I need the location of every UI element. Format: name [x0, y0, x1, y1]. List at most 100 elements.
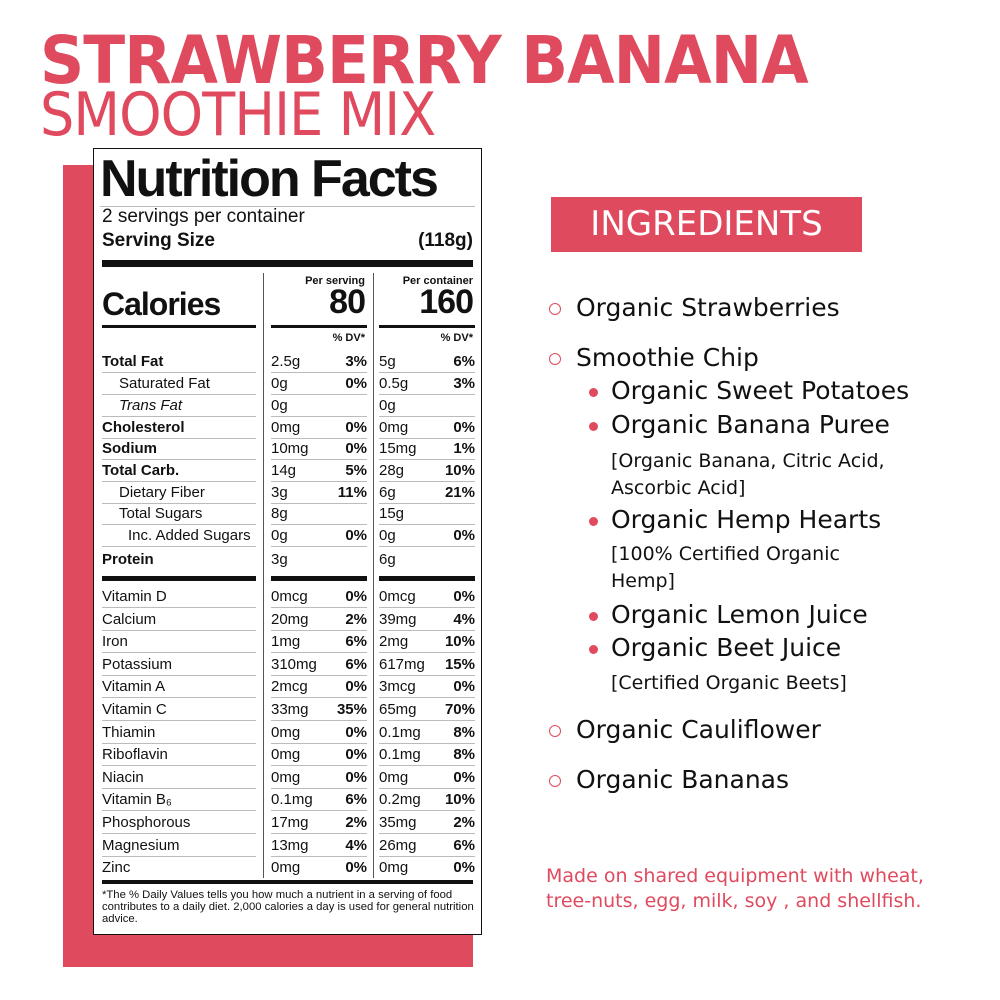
nutrient-name: Sodium [102, 440, 157, 457]
dv-per-serving: 11% [337, 484, 367, 501]
nutrient-row: Vitamin B₆ 0.1mg 6% 0.2mg 10% [94, 789, 483, 811]
dot-bullet-icon [589, 388, 598, 397]
nutrient-name: Total Fat [102, 353, 164, 370]
amount-per-container: 6g [379, 484, 396, 501]
nutrient-name: Saturated Fat [119, 375, 210, 392]
dv-per-serving: 2% [345, 814, 367, 831]
sub-ingredient-item: Organic Hemp Hearts [611, 505, 882, 534]
nutrient-name: Phosphorous [102, 814, 191, 831]
amount-per-container: 65mg [379, 701, 417, 718]
nutrient-row: Iron 1mg 6% 2mg 10% [94, 631, 483, 653]
amount-per-serving: 2.5g [271, 353, 301, 370]
amount-per-serving: 33mg [271, 701, 309, 718]
dv-per-serving: 0% [345, 724, 367, 741]
nutrient-name: Inc. Added Sugars [128, 527, 251, 544]
dv-per-container: 0% [453, 419, 475, 436]
nutrient-row: Calcium 20mg 2% 39mg 4% [94, 609, 483, 631]
amount-per-container: 39mg [379, 611, 417, 628]
nutrient-row: Potassium 310mg 6% 617mg 15% [94, 654, 483, 676]
amount-per-serving: 13mg [271, 837, 309, 854]
ingredient-item: Organic Strawberries [576, 293, 840, 322]
calories-per-serving: 80 [329, 283, 366, 321]
amount-per-container: 5g [379, 353, 396, 370]
ingredients-heading: INGREDIENTS [551, 197, 862, 252]
amount-per-serving: 0g [271, 397, 288, 414]
amount-per-serving: 3g [271, 551, 288, 568]
per-container-header: Per container [402, 275, 473, 287]
nutrient-row: Zinc 0mg 0% 0mg 0% [94, 857, 483, 879]
dv-per-container: 2% [453, 814, 475, 831]
dv-per-serving: 0% [345, 375, 367, 392]
amount-per-serving: 0mg [271, 769, 301, 786]
dot-bullet-icon [589, 612, 598, 621]
amount-per-serving: 17mg [271, 814, 309, 831]
amount-per-serving: 0mg [271, 859, 301, 876]
nutrient-row: Magnesium 13mg 4% 26mg 6% [94, 835, 483, 857]
sub-ingredient-item: Organic Sweet Potatoes [611, 376, 910, 405]
circle-bullet-icon [549, 303, 561, 315]
calories-per-container: 160 [419, 283, 474, 321]
amount-per-serving: 310mg [271, 656, 317, 673]
dv-per-serving: 6% [345, 633, 367, 650]
dv-per-serving: 0% [345, 588, 367, 605]
amount-per-container: 0mg [379, 859, 409, 876]
dv-per-serving: 4% [345, 837, 367, 854]
dv-per-serving: 0% [345, 440, 367, 457]
amount-per-container: 26mg [379, 837, 417, 854]
dv-per-serving: 0% [345, 678, 367, 695]
nutrient-name: Thiamin [102, 724, 156, 741]
dv-per-container: 6% [453, 353, 475, 370]
nutrient-name: Zinc [102, 859, 131, 876]
sub-ingredient-item: Organic Banana Puree [611, 410, 890, 439]
nutrient-row: Cholesterol 0mg 0% 0mg 0% [94, 417, 483, 439]
product-subtitle: SMOOTHIE MIX [40, 80, 436, 150]
nutrition-facts-heading: Nutrition Facts [100, 150, 439, 208]
amount-per-container: 0mg [379, 419, 409, 436]
dv-per-container: 6% [453, 837, 475, 854]
nutrient-name: Vitamin C [102, 701, 167, 718]
amount-per-container: 15g [379, 505, 405, 522]
dot-bullet-icon [589, 645, 598, 654]
amount-per-serving: 0mg [271, 746, 301, 763]
serving-size-value: (118g) [418, 230, 473, 251]
amount-per-container: 2mg [379, 633, 409, 650]
nutrient-name: Total Sugars [119, 505, 203, 522]
nutrient-row: Vitamin D 0mcg 0% 0mcg 0% [94, 586, 483, 608]
amount-per-serving: 1mg [271, 633, 301, 650]
amount-per-container: 6g [379, 551, 396, 568]
dv-per-serving: 0% [345, 746, 367, 763]
dv-per-serving: 3% [345, 353, 367, 370]
amount-per-serving: 0g [271, 527, 288, 544]
nutrient-name: Magnesium [102, 837, 180, 854]
dv-per-container: 0% [453, 769, 475, 786]
amount-per-container: 0.5g [379, 375, 409, 392]
amount-per-serving: 8g [271, 505, 288, 522]
amount-per-container: 35mg [379, 814, 417, 831]
nutrition-facts-label: Nutrition Facts 2 servings per container… [93, 148, 482, 935]
amount-per-serving: 0mg [271, 724, 301, 741]
dv-per-container: 0% [453, 678, 475, 695]
dv-per-serving: 0% [345, 419, 367, 436]
nutrient-name: Vitamin B₆ [102, 791, 172, 808]
ingredient-item: Smoothie Chip [576, 343, 759, 372]
nutrient-row: Total Carb. 14g 5% 28g 10% [94, 460, 483, 482]
amount-per-container: 0.1mg [379, 746, 421, 763]
dv-per-container: 3% [453, 375, 475, 392]
nutrient-row: Sodium 10mg 0% 15mg 1% [94, 438, 483, 460]
circle-bullet-icon [549, 775, 561, 787]
amount-per-serving: 20mg [271, 611, 309, 628]
amount-per-container: 0g [379, 527, 396, 544]
dv-per-container: 8% [453, 746, 475, 763]
amount-per-serving: 10mg [271, 440, 309, 457]
amount-per-serving: 0mcg [271, 588, 308, 605]
nutrient-name: Niacin [102, 769, 144, 786]
sub-ingredient-item: Organic Beet Juice [611, 633, 842, 662]
dv-per-container: 10% [444, 633, 475, 650]
nutrient-row: Total Sugars 8g 15g [94, 503, 483, 525]
dv-per-container: 0% [453, 527, 475, 544]
dv-per-serving: 35% [336, 701, 367, 718]
dv-header-serving: % DV* [332, 332, 365, 344]
nutrient-row: Vitamin C 33mg 35% 65mg 70% [94, 699, 483, 721]
dv-per-container: 4% [453, 611, 475, 628]
dv-per-container: 15% [444, 656, 475, 673]
